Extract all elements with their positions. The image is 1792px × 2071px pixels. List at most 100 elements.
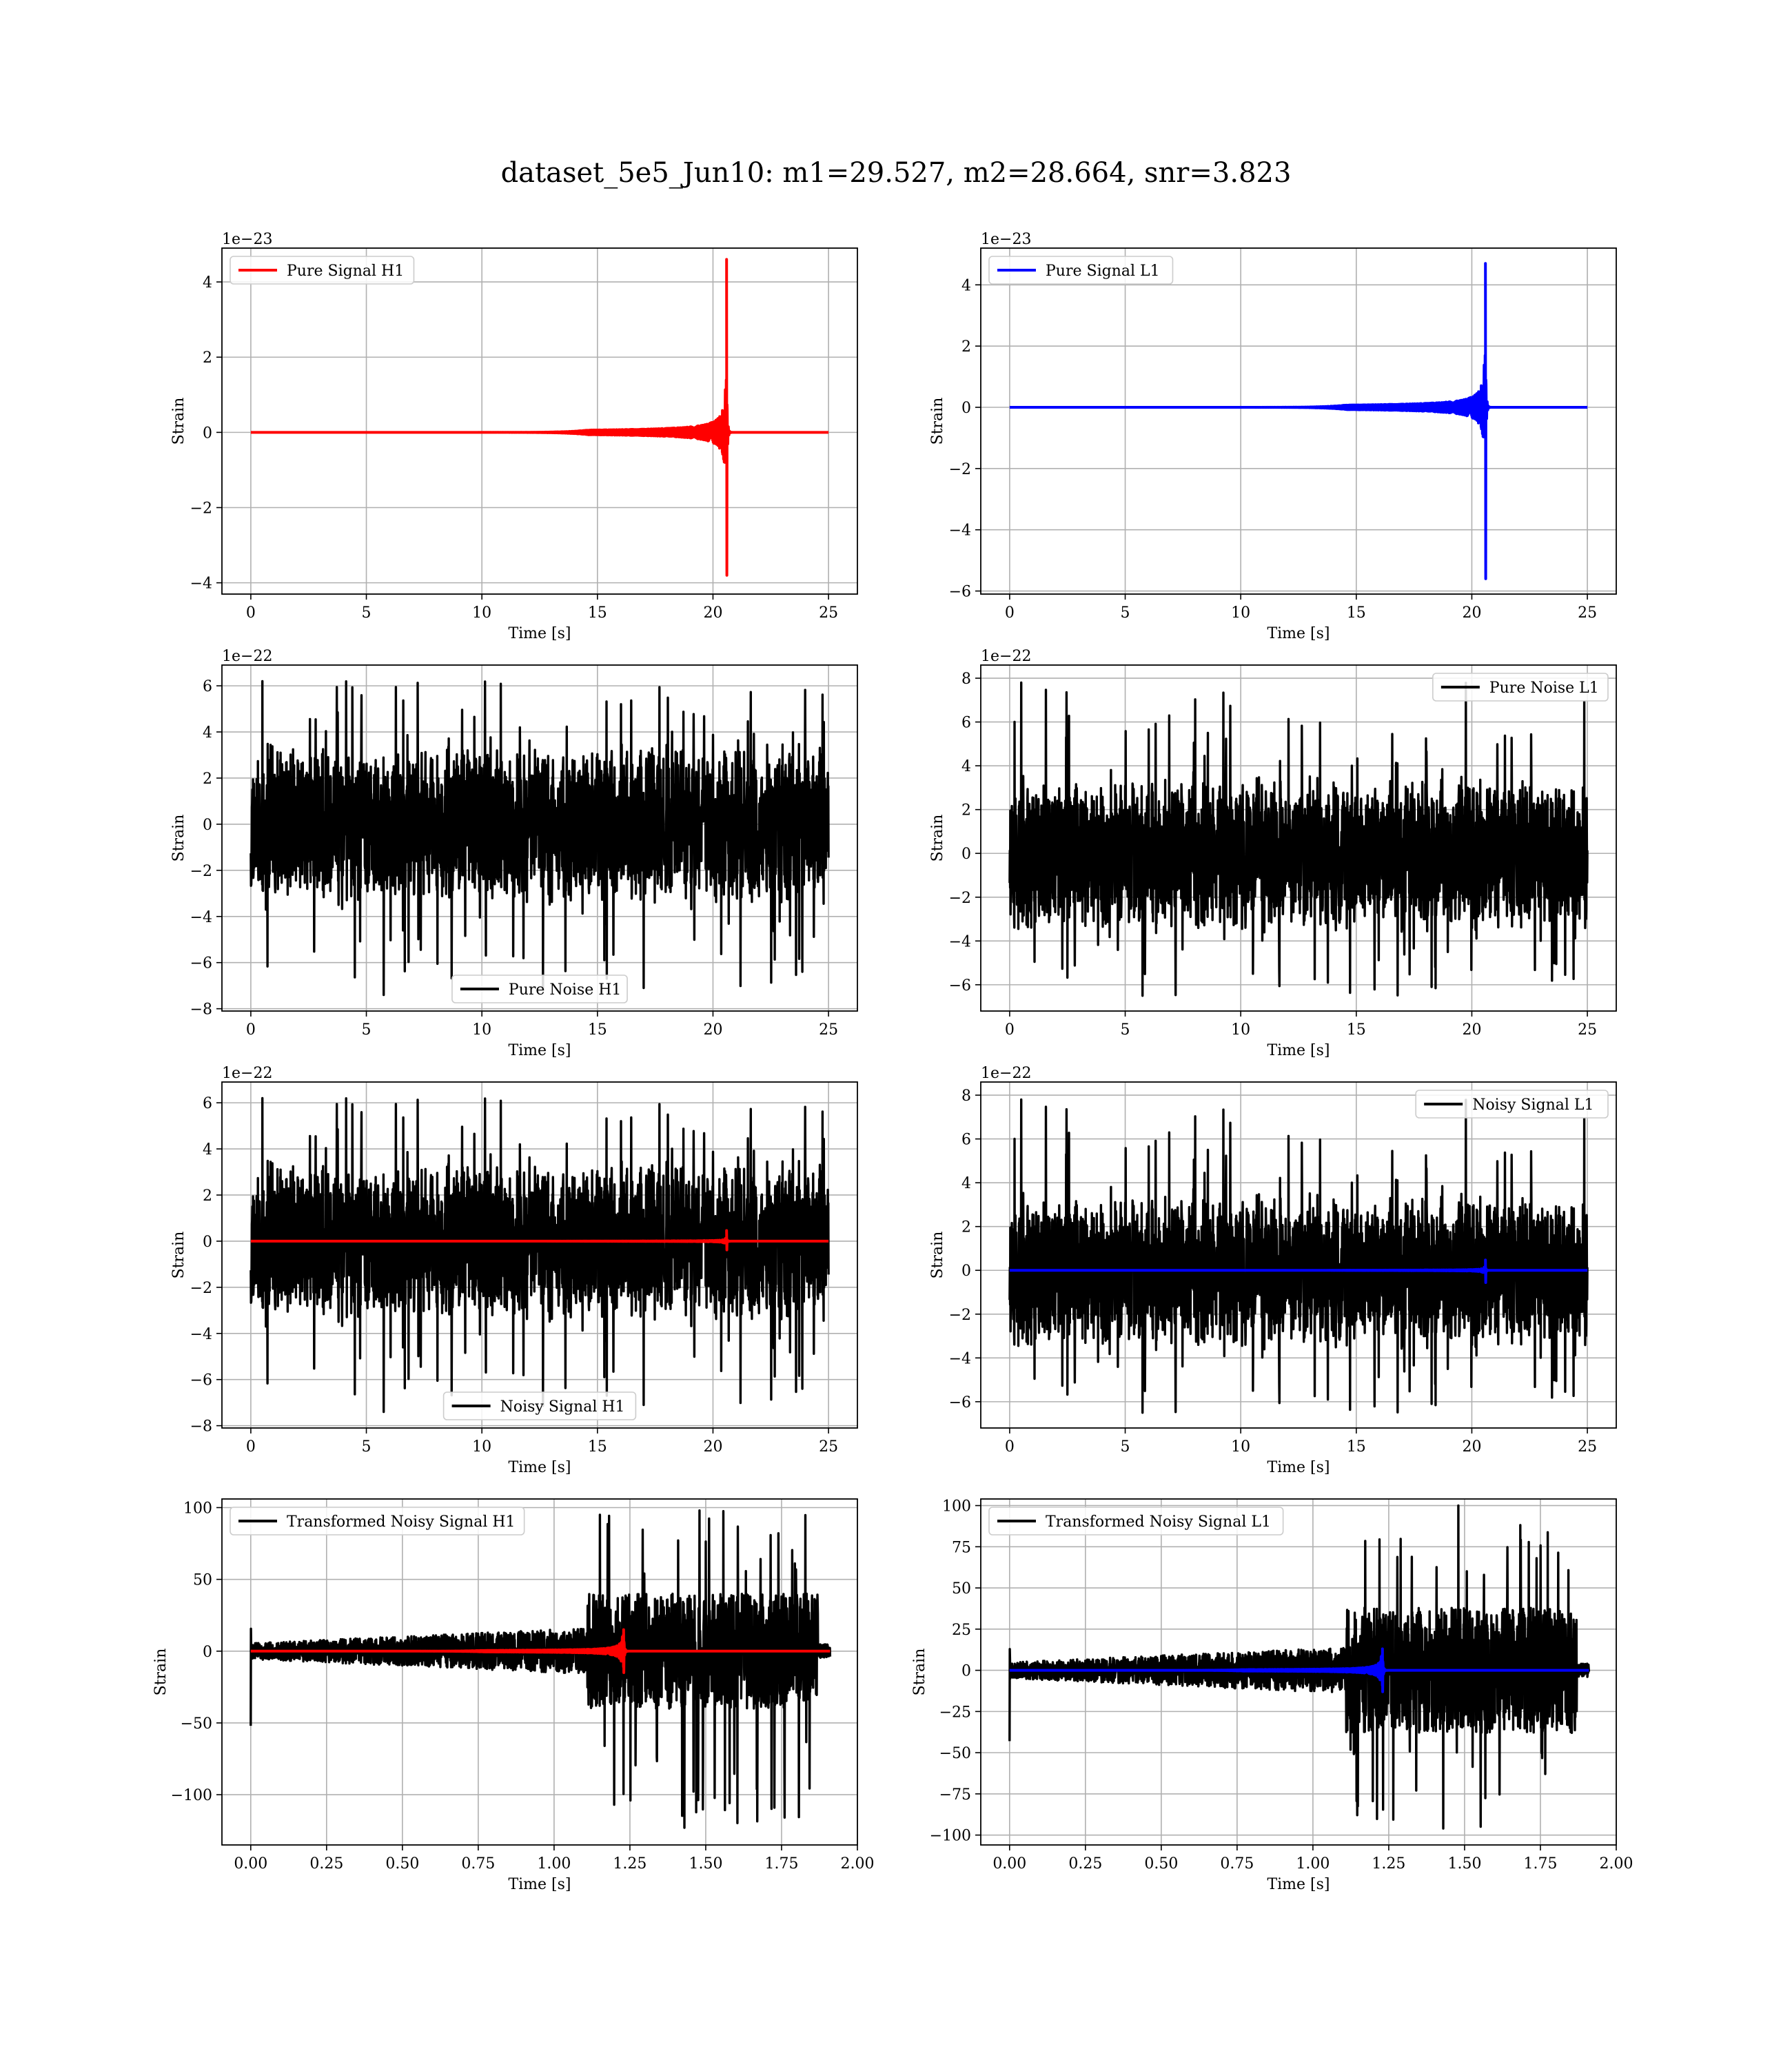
x-axis-label: Time [s] <box>1267 1459 1330 1476</box>
y-tick-label: 4 <box>203 274 212 292</box>
y-tick-label: −100 <box>930 1828 971 1845</box>
legend-box <box>988 1507 1284 1536</box>
x-tick-label: 0 <box>1005 604 1015 622</box>
y-tick-label: 100 <box>942 1498 971 1516</box>
y-tick-label: 0 <box>203 1644 212 1661</box>
y-tick-label: −6 <box>949 584 971 601</box>
x-tick-label: 0 <box>246 1021 256 1039</box>
noisy-signal-h1-line <box>250 1096 830 1414</box>
x-axis-label: Time [s] <box>1267 1042 1330 1059</box>
x-tick-label: 20 <box>703 1021 722 1039</box>
x-tick-label: 0.00 <box>234 1855 267 1873</box>
x-tick-label: 15 <box>1347 1021 1366 1039</box>
legend-label: Transformed Noisy Signal H1 <box>287 1513 516 1531</box>
y-tick-label: −2 <box>190 863 212 880</box>
legend-label: Pure Noise L1 <box>1489 680 1599 697</box>
pure-noise-l1-chart: 0 5 10 15 20 25 −6 −4 −2 0 2 4 6 8 Time [s] Strain 1e−22… <box>929 648 1617 1059</box>
axis-offset-text: 1e−23 <box>222 231 272 248</box>
legend-label: Noisy Signal L1 <box>1472 1096 1594 1114</box>
y-tick-label: 0 <box>961 1263 971 1280</box>
y-tick-label: −75 <box>939 1786 971 1804</box>
legend: Transformed Noisy Signal L1 <box>988 1507 1284 1536</box>
legend-label: Pure Signal H1 <box>287 263 404 280</box>
x-tick-label: 0 <box>246 604 256 622</box>
grid <box>222 248 857 594</box>
legend: Pure Signal L1 <box>988 256 1174 285</box>
y-tick-label: 4 <box>203 724 212 742</box>
grid <box>981 248 1616 594</box>
x-tick-label: 2.00 <box>1600 1855 1633 1873</box>
x-tick-label: 1.75 <box>764 1855 798 1873</box>
x-tick-label: 10 <box>472 1021 491 1039</box>
x-tick-label: 5 <box>362 604 371 622</box>
x-tick-label: 0.25 <box>309 1855 343 1873</box>
y-tick-label: 2 <box>203 1187 212 1205</box>
x-tick-label: 1.50 <box>1447 1855 1481 1873</box>
legend-box <box>988 256 1174 285</box>
y-tick-label: 0 <box>961 1663 971 1680</box>
y-tick-label: −100 <box>171 1787 212 1804</box>
y-tick-label: 2 <box>961 1219 971 1236</box>
y-tick-label: 2 <box>961 338 971 356</box>
y-tick-label: 0 <box>203 1234 212 1251</box>
x-tick-label: 1.25 <box>613 1855 646 1873</box>
y-tick-label: 25 <box>952 1622 971 1639</box>
legend-label: Pure Noise H1 <box>509 981 622 999</box>
y-tick-label: 2 <box>203 771 212 788</box>
x-tick-label: 0.75 <box>1220 1855 1254 1873</box>
y-tick-label: −2 <box>949 1307 971 1324</box>
x-tick-label: 1.25 <box>1372 1855 1405 1873</box>
noisy-signal-h1-signal-overlay-line <box>250 1229 830 1252</box>
y-tick-label: 2 <box>203 349 212 367</box>
axes-frame <box>221 247 858 595</box>
axes-frame <box>221 1498 858 1846</box>
legend-label: Pure Signal L1 <box>1046 263 1160 280</box>
y-tick-label: −4 <box>949 522 971 540</box>
transformed-noisy-signal-h1-line <box>250 1509 832 1829</box>
x-tick-label: 0.25 <box>1068 1855 1102 1873</box>
y-tick-label: −4 <box>190 909 212 926</box>
x-tick-label: 10 <box>1231 604 1250 622</box>
x-tick-label: 20 <box>1462 604 1481 622</box>
legend-label: Transformed Noisy Signal L1 <box>1046 1513 1271 1531</box>
pure-signal-l1-chart: 0 5 10 15 20 25 −6 −4 −2 0 2 4 Time [s] Strain 1e−23 Pu… <box>929 231 1617 642</box>
pure-noise-h1-chart: 0 5 10 15 20 25 −8 −6 −4 −2 0 2 4 6 Time [s] Strain 1e−2… <box>170 648 858 1059</box>
y-tick-label: 50 <box>193 1572 212 1589</box>
y-axis-label: Strain <box>152 1649 170 1696</box>
legend: Noisy Signal L1 <box>1415 1090 1609 1119</box>
y-axis-label: Strain <box>929 1232 946 1279</box>
noisy-signal-h1-chart: 0 5 10 15 20 25 −8 −6 −4 −2 0 2 4 6 Time [s] Strain 1e−2… <box>170 1065 858 1476</box>
x-tick-label: 10 <box>472 1438 491 1456</box>
y-tick-label: 0 <box>203 817 212 834</box>
x-tick-label: 15 <box>1347 1438 1366 1456</box>
legend: Pure Noise L1 <box>1432 673 1609 702</box>
y-tick-label: −25 <box>939 1704 971 1721</box>
y-tick-label: −50 <box>181 1715 212 1733</box>
x-tick-label: 0.00 <box>992 1855 1026 1873</box>
legend-box <box>230 256 415 285</box>
axes-frame <box>980 247 1617 595</box>
x-tick-label: 1.00 <box>1296 1855 1330 1873</box>
x-tick-label: 5 <box>1121 1438 1130 1456</box>
y-tick-label: 50 <box>952 1580 971 1598</box>
y-tick-label: −6 <box>949 977 971 994</box>
x-tick-label: 15 <box>588 604 607 622</box>
x-tick-label: 1.75 <box>1523 1855 1557 1873</box>
legend-box <box>1432 673 1609 702</box>
axis-offset-text: 1e−22 <box>222 1065 272 1082</box>
x-tick-label: 10 <box>1231 1438 1250 1456</box>
x-tick-label: 10 <box>1231 1021 1250 1039</box>
axes-frame <box>980 1498 1617 1846</box>
pure-signal-h1-chart: 0 5 10 15 20 25 −4 −2 0 2 4 Time [s] Strain 1e−23 Pure… <box>170 231 858 642</box>
y-tick-label: 100 <box>183 1500 212 1517</box>
x-axis-label: Time [s] <box>508 1459 571 1476</box>
x-axis-label: Time [s] <box>1267 1876 1330 1893</box>
x-tick-label: 20 <box>703 1438 722 1456</box>
legend-box <box>230 1507 525 1536</box>
y-tick-label: 0 <box>961 846 971 863</box>
x-tick-label: 15 <box>588 1021 607 1039</box>
x-tick-label: 2.00 <box>841 1855 875 1873</box>
y-tick-label: −2 <box>949 890 971 907</box>
x-tick-label: 10 <box>472 604 491 622</box>
x-axis-label: Time [s] <box>1267 625 1330 642</box>
